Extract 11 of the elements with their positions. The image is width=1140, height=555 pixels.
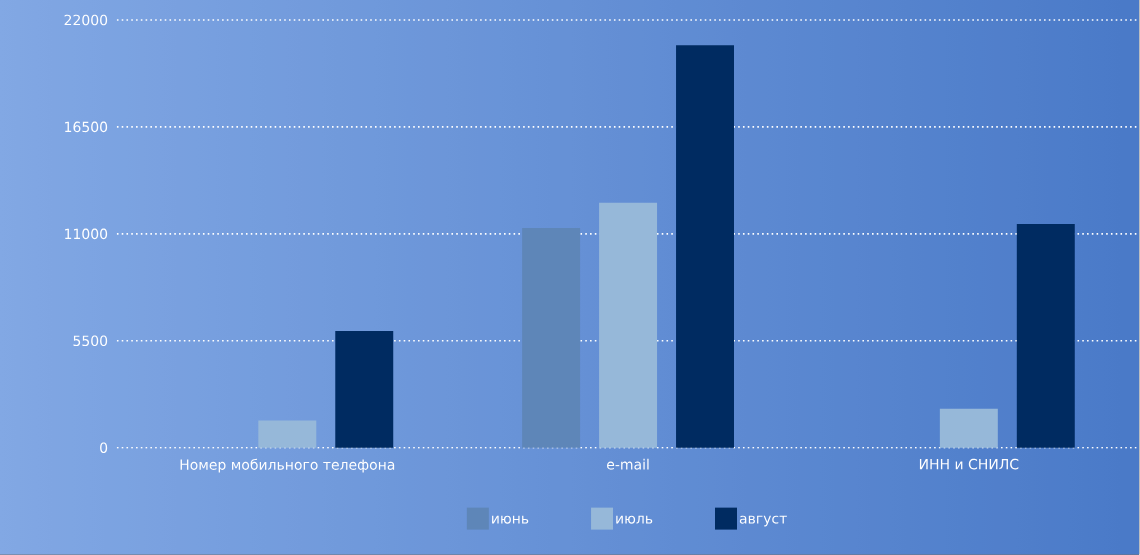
y-tick-label: 0 (100, 442, 108, 454)
y-tick-label: 5500 (73, 335, 108, 347)
legend-label: июль (616, 515, 653, 524)
y-tick-label: 11000 (65, 228, 108, 240)
x-tick-label: Номер мобильного телефона (180, 459, 395, 473)
y-tick-label: 22000 (64, 14, 108, 26)
y-tick-label: 16500 (65, 121, 108, 133)
x-tick-label: ИНН и СНИЛС (919, 458, 1019, 470)
x-tick-label: e-mail (607, 458, 649, 470)
legend-label: август (739, 515, 787, 527)
legend-label: июнь (492, 515, 529, 524)
